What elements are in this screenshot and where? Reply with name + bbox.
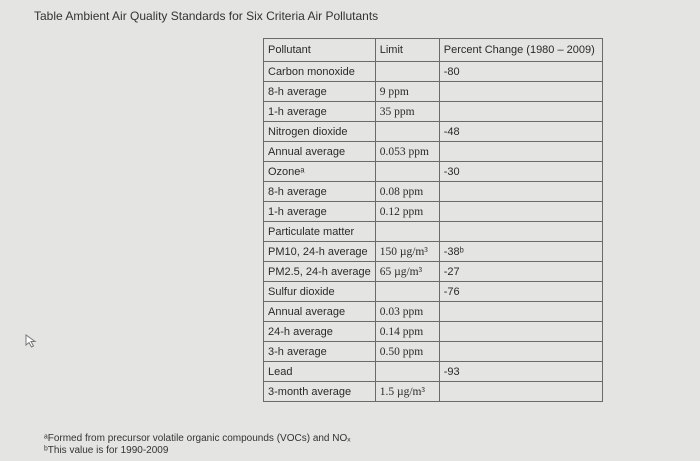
table-row: 1-h average 0.12 ppm [263,201,603,222]
footnotes: ᵃFormed from precursor volatile organic … [44,433,351,457]
cell-change [438,381,603,402]
footnote-b: ᵇThis value is for 1990-2009 [44,445,169,456]
table-row: Nitrogen dioxide -48 [263,121,603,142]
table-row: PM2.5, 24-h average 65 µg/m³ -27 [263,261,603,282]
cell-change: -30 [438,161,603,182]
cell-pollutant: PM2.5, 24-h average [263,261,376,282]
cell-pollutant: 8-h average [263,181,376,202]
table-header-row: Pollutant Limit Percent Change (1980 – 200… [263,38,603,62]
cell-limit: 0.053 ppm [374,141,440,162]
table-row: PM10, 24-h average 150 µg/m³ -38ᵇ [263,241,603,262]
air-quality-table: Pollutant Limit Percent Change (1980 – 200… [263,38,603,402]
cell-change: -80 [438,61,603,82]
cell-pollutant: 3-month average [263,381,376,402]
table-row: 8-h average 0.08 ppm [263,181,603,202]
cell-limit: 65 µg/m³ [374,261,440,282]
cell-pollutant: 8-h average [263,81,376,102]
header-limit: Limit [374,38,440,62]
table-row: Sulfur dioxide -76 [263,281,603,302]
cell-pollutant: Particulate matter [263,221,376,242]
cell-limit: 150 µg/m³ [374,241,440,262]
table-row: Carbon monoxide -80 [263,61,603,82]
cell-limit [374,281,440,302]
table-row: Annual average 0.03 ppm [263,301,603,322]
cell-limit [374,161,440,182]
table-row: Ozoneᵃ -30 [263,161,603,182]
table-row: 24-h average 0.14 ppm [263,321,603,342]
cell-change [438,141,603,162]
cell-change [438,301,603,322]
cell-change [438,201,603,222]
cell-pollutant: Ozoneᵃ [263,161,376,182]
cell-limit [374,221,440,242]
cell-pollutant: Annual average [263,301,376,322]
cell-change [438,221,603,242]
mouse-cursor-icon [25,334,37,348]
cell-limit: 0.03 ppm [374,301,440,322]
cell-pollutant: 1-h average [263,201,376,222]
cell-change [438,341,603,362]
header-pollutant: Pollutant [263,38,376,62]
footnote-a: ᵃFormed from precursor volatile organic … [44,433,351,444]
table-row: 8-h average 9 ppm [263,81,603,102]
cell-limit: 0.12 ppm [374,201,440,222]
cell-pollutant: 1-h average [263,101,376,122]
cell-limit: 1.5 µg/m³ [374,381,440,402]
table-row: Particulate matter [263,221,603,242]
cell-pollutant: 3-h average [263,341,376,362]
table-row: 1-h average 35 ppm [263,101,603,122]
cell-limit: 0.14 ppm [374,321,440,342]
table-row: Annual average 0.053 ppm [263,141,603,162]
cell-change: -38ᵇ [438,241,603,262]
cell-limit: 0.50 ppm [374,341,440,362]
cell-change: -93 [438,361,603,382]
cell-pollutant: Sulfur dioxide [263,281,376,302]
page-title: Table Ambient Air Quality Standards for … [34,9,379,23]
table-row: Lead -93 [263,361,603,382]
cell-change: -76 [438,281,603,302]
cell-change [438,181,603,202]
cell-limit [374,61,440,82]
table-row: 3-month average 1.5 µg/m³ [263,381,603,402]
cell-pollutant: Annual average [263,141,376,162]
cell-change: -48 [438,121,603,142]
table-row: 3-h average 0.50 ppm [263,341,603,362]
cell-pollutant: Carbon monoxide [263,61,376,82]
cell-change [438,321,603,342]
cell-pollutant: PM10, 24-h average [263,241,376,262]
cell-pollutant: 24-h average [263,321,376,342]
header-change: Percent Change (1980 – 2009) [438,38,603,62]
cell-change: -27 [438,261,603,282]
cell-limit [374,121,440,142]
cell-pollutant: Nitrogen dioxide [263,121,376,142]
cell-limit: 9 ppm [374,81,440,102]
cell-limit: 0.08 ppm [374,181,440,202]
cell-limit [374,361,440,382]
cell-change [438,81,603,102]
cell-pollutant: Lead [263,361,376,382]
cell-change [438,101,603,122]
cell-limit: 35 ppm [374,101,440,122]
